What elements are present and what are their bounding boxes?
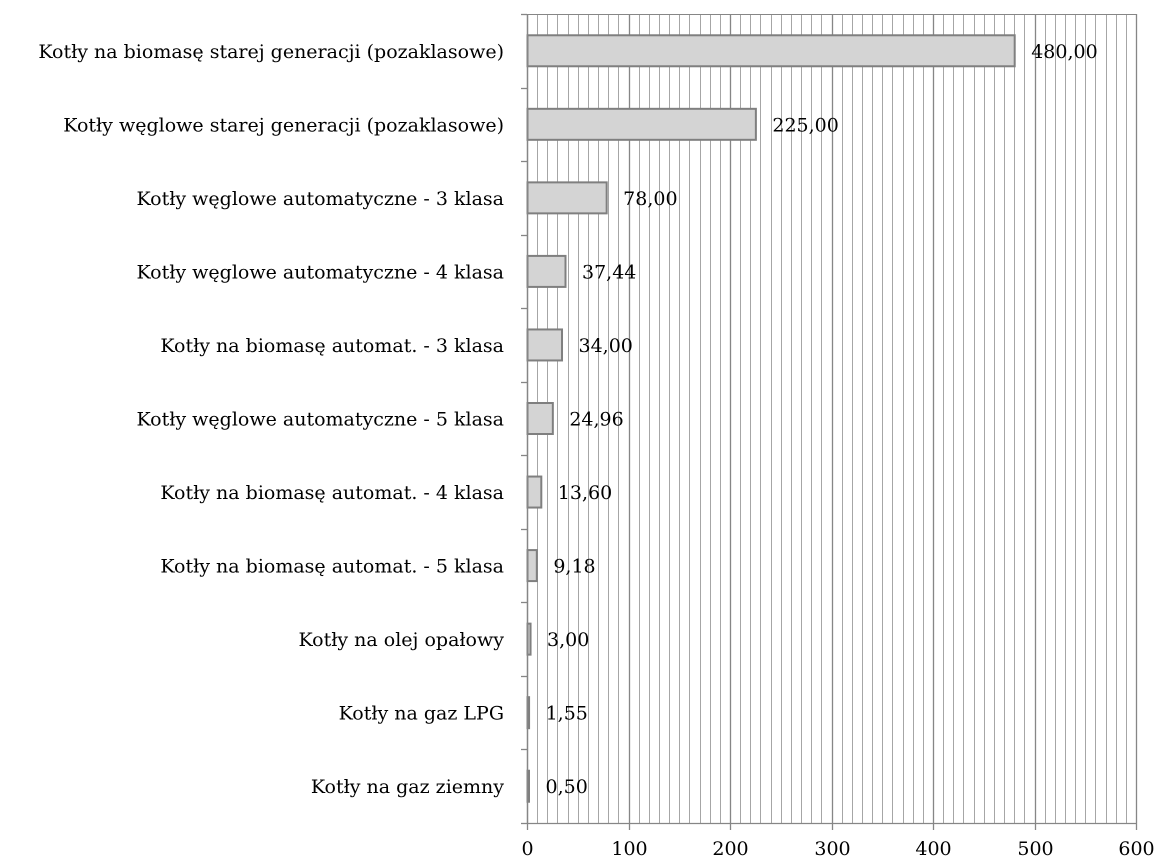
category-label: Kotły na gaz ziemny [311, 776, 504, 798]
data-label: 0,50 [546, 776, 588, 798]
x-tick-label: 300 [814, 838, 850, 860]
bar [526, 254, 567, 288]
bars [526, 34, 1016, 803]
data-label: 3,00 [547, 629, 589, 651]
data-label: 78,00 [623, 188, 677, 210]
bar [526, 549, 538, 583]
bar [526, 181, 608, 215]
data-label: 225,00 [772, 114, 838, 136]
bar [526, 328, 564, 362]
labels: 480,00 Kotły na biomasę starej generacji … [38, 41, 1154, 860]
gridlines [526, 14, 1138, 823]
category-label: Kotły na gaz LPG [339, 703, 504, 725]
data-label: 24,96 [569, 409, 623, 431]
category-label: Kotły węglowe automatyczne - 4 klasa [136, 261, 504, 283]
x-tick-label: 400 [915, 838, 951, 860]
data-label: 1,55 [546, 703, 588, 725]
category-label: Kotły na olej opałowy [298, 629, 504, 651]
category-label: Kotły na biomasę automat. - 4 klasa [160, 482, 504, 504]
x-tick-label: 100 [611, 838, 647, 860]
data-label: 37,44 [582, 261, 636, 283]
axes [521, 13, 1138, 830]
bar [526, 475, 543, 509]
x-tick-label: 500 [1017, 838, 1053, 860]
x-tick-label: 200 [712, 838, 748, 860]
bar [526, 34, 1016, 68]
data-label: 13,60 [558, 482, 612, 504]
data-label: 480,00 [1031, 41, 1097, 63]
bar [526, 107, 757, 141]
bar [526, 402, 554, 435]
category-label: Kotły na biomasę automat. - 3 klasa [160, 335, 504, 357]
category-label: Kotły węglowe automatyczne - 3 klasa [136, 188, 504, 210]
category-label: Kotły węglowe starej generacji (pozaklas… [63, 114, 504, 136]
category-label: Kotły na biomasę automat. - 5 klasa [160, 556, 504, 578]
category-label: Kotły węglowe automatyczne - 5 klasa [136, 409, 504, 431]
x-tick-label: 600 [1118, 838, 1154, 860]
x-tick-label: 0 [521, 838, 533, 860]
data-label: 9,18 [553, 556, 595, 578]
category-label: Kotły na biomasę starej generacji (pozak… [38, 41, 504, 63]
data-label: 34,00 [579, 335, 633, 357]
